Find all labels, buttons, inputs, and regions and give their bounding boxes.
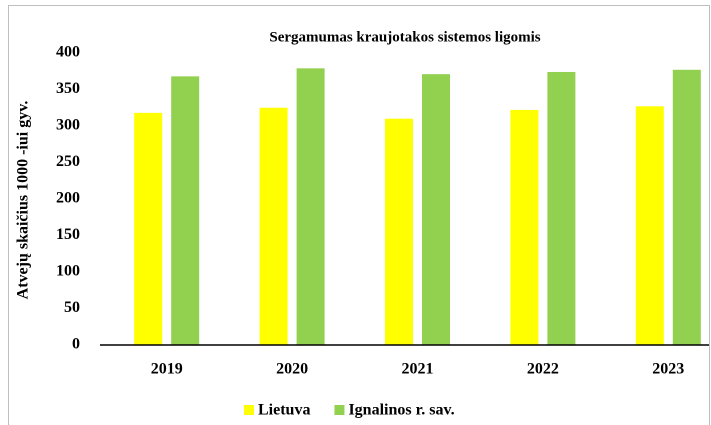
bar	[547, 71, 576, 345]
bar	[672, 69, 701, 345]
y-axis-title: Atvejų skaičius 1000 -iui gyv.	[15, 101, 32, 300]
bar	[510, 109, 539, 345]
bar	[422, 74, 450, 346]
bar	[259, 107, 288, 345]
bar	[171, 76, 200, 346]
y-tick-label: 400	[56, 44, 80, 61]
x-tick-label: 2023	[652, 361, 684, 378]
legend-label: Ignalinos r. sav.	[348, 402, 454, 419]
bar	[385, 118, 413, 345]
x-tick-label: 2020	[276, 361, 308, 378]
legend-label: Lietuva	[258, 402, 310, 419]
y-tick-label: 300	[56, 117, 80, 134]
bar	[296, 68, 325, 345]
x-tick-label: 2022	[527, 361, 559, 378]
chart-title: Sergamumas kraujotakos sistemos ligomis	[269, 29, 540, 45]
y-tick-label: 350	[56, 80, 80, 97]
y-tick-label: 50	[64, 299, 80, 316]
legend-swatch	[244, 405, 254, 415]
x-tick-label: 2019	[151, 361, 183, 378]
y-tick-label: 0	[72, 336, 80, 353]
x-tick-label: 2021	[402, 361, 434, 378]
y-tick-label: 200	[56, 190, 80, 207]
y-tick-label: 150	[56, 226, 80, 243]
y-tick-label: 250	[56, 153, 80, 170]
bar	[635, 106, 664, 345]
chart-frame	[8, 5, 710, 425]
legend-swatch	[334, 405, 345, 415]
y-tick-label: 100	[56, 263, 80, 280]
bar	[134, 112, 163, 345]
